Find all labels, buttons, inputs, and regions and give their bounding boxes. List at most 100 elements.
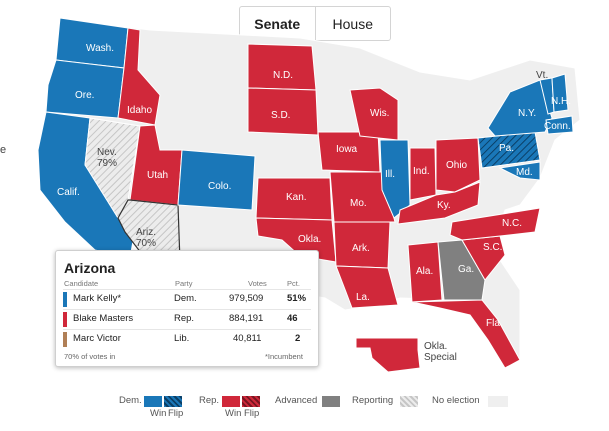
- legend-rep-flip: Flip: [244, 408, 260, 419]
- label-ny: N.Y.: [518, 108, 536, 119]
- header-pct: Pct.: [287, 279, 300, 288]
- legend-advanced-swatch: [322, 396, 340, 407]
- label-okla: Okla.: [298, 234, 321, 245]
- legend-rep-flip-swatch: [242, 396, 260, 407]
- legend-reporting-swatch: [400, 396, 418, 407]
- label-conn: Conn.: [544, 121, 571, 132]
- party-color-bar: [63, 292, 67, 307]
- header-votes: Votes: [248, 279, 267, 288]
- candidate-row: Mark Kelly* Dem. 979,509 51%: [63, 289, 311, 309]
- label-ore: Ore.: [75, 90, 94, 101]
- label-utah: Utah: [147, 170, 168, 181]
- state-ore[interactable]: [45, 59, 125, 119]
- label-okla-special-2: Special: [424, 352, 457, 363]
- candidate-votes: 979,509: [229, 293, 264, 304]
- state-ky[interactable]: [397, 181, 481, 225]
- label-sc: S.C.: [483, 242, 502, 253]
- label-wash: Wash.: [86, 43, 114, 54]
- label-kan: Kan.: [286, 192, 307, 203]
- candidate-party: Dem.: [174, 293, 197, 304]
- label-nd: N.D.: [273, 70, 293, 81]
- state-idaho[interactable]: [117, 27, 161, 126]
- header-candidate: Candidate: [64, 279, 99, 288]
- state-ga[interactable]: [437, 239, 486, 301]
- candidate-votes: 884,191: [229, 313, 264, 324]
- label-ariz: Ariz.: [136, 227, 156, 238]
- label-ariz-pct: 70%: [136, 238, 156, 249]
- chamber-tabs: Senate House: [239, 6, 391, 41]
- state-mo[interactable]: [329, 171, 396, 223]
- label-la: La.: [356, 292, 370, 303]
- candidate-party: Lib.: [174, 333, 190, 344]
- label-nh: N.H.: [551, 96, 571, 107]
- label-ind: Ind.: [413, 166, 430, 177]
- state-nh[interactable]: [551, 73, 569, 113]
- incumbent-note: *Incumbent: [265, 352, 303, 361]
- label-md: Md.: [516, 167, 533, 178]
- label-ala: Ala.: [416, 266, 433, 277]
- state-la[interactable]: [335, 265, 399, 309]
- legend-rep-label: Rep.: [199, 395, 220, 406]
- label-idaho: Idaho: [127, 105, 152, 116]
- label-ill: Ill.: [385, 169, 395, 180]
- header-party: Party: [175, 279, 193, 288]
- candidate-name: Marc Victor: [73, 333, 121, 344]
- legend-rep-win-swatch: [222, 396, 240, 407]
- legend-dem-flip-swatch: [164, 396, 182, 407]
- state-results-popup: Arizona Candidate Party Votes Pct. Mark …: [55, 250, 319, 367]
- legend-dem-flip: Flip: [168, 408, 184, 419]
- state-nd[interactable]: [247, 43, 317, 91]
- candidate-row: Marc Victor Lib. 40,811 2: [63, 329, 311, 349]
- label-ark: Ark.: [352, 243, 370, 254]
- label-nc: N.C.: [502, 218, 522, 229]
- label-nev-pct: 79%: [97, 158, 117, 169]
- candidate-name: Blake Masters: [73, 313, 134, 324]
- state-conn[interactable]: [545, 115, 574, 135]
- candidate-pct: 46: [287, 313, 298, 324]
- legend-advanced-label: Advanced: [275, 395, 318, 406]
- candidate-name: Mark Kelly*: [73, 293, 122, 304]
- label-vt: Vt.: [536, 70, 548, 81]
- state-okla-special[interactable]: [355, 337, 421, 373]
- label-wis: Wis.: [370, 108, 389, 119]
- label-colo: Colo.: [208, 181, 231, 192]
- candidate-party: Rep.: [174, 313, 195, 324]
- legend-rep-win: Win: [225, 408, 242, 419]
- state-nc[interactable]: [449, 207, 541, 241]
- state-ohio[interactable]: [435, 137, 481, 193]
- legend-no-election-swatch: [488, 396, 508, 407]
- party-color-bar: [63, 312, 67, 327]
- label-nev: Nev.: [97, 147, 117, 158]
- state-ariz[interactable]: [117, 199, 181, 263]
- popup-title: Arizona: [64, 260, 116, 276]
- cut-off-text: e: [0, 144, 7, 156]
- label-ky: Ky.: [437, 200, 451, 211]
- label-iowa: Iowa: [336, 144, 358, 155]
- candidate-votes: 40,811: [233, 333, 262, 344]
- label-ohio: Ohio: [446, 160, 468, 171]
- candidate-pct: 2: [295, 333, 301, 344]
- label-pa: Pa.: [499, 143, 514, 154]
- state-colo[interactable]: [177, 149, 256, 211]
- label-ga: Ga.: [458, 264, 474, 275]
- legend-dem-win: Win: [150, 408, 167, 419]
- legend-reporting-label: Reporting: [352, 395, 394, 406]
- label-fla: Fla.: [486, 318, 503, 329]
- label-calif: Calif.: [57, 187, 80, 198]
- label-okla-special-1: Okla.: [424, 341, 447, 352]
- votes-in-note: 70% of votes in: [64, 352, 116, 361]
- party-color-bar: [63, 332, 67, 347]
- tab-house[interactable]: House: [314, 7, 391, 40]
- state-fla[interactable]: [411, 299, 521, 369]
- state-wis[interactable]: [349, 87, 399, 141]
- tab-senate[interactable]: Senate: [254, 15, 301, 32]
- legend-dem-label: Dem.: [119, 395, 142, 406]
- label-sd: S.D.: [271, 110, 290, 121]
- candidate-pct: 51%: [287, 293, 307, 304]
- state-ala[interactable]: [407, 241, 443, 303]
- label-mo: Mo.: [350, 198, 367, 209]
- state-ny[interactable]: [487, 79, 553, 137]
- candidate-row: Blake Masters Rep. 884,191 46: [63, 309, 311, 329]
- state-md[interactable]: [498, 161, 541, 181]
